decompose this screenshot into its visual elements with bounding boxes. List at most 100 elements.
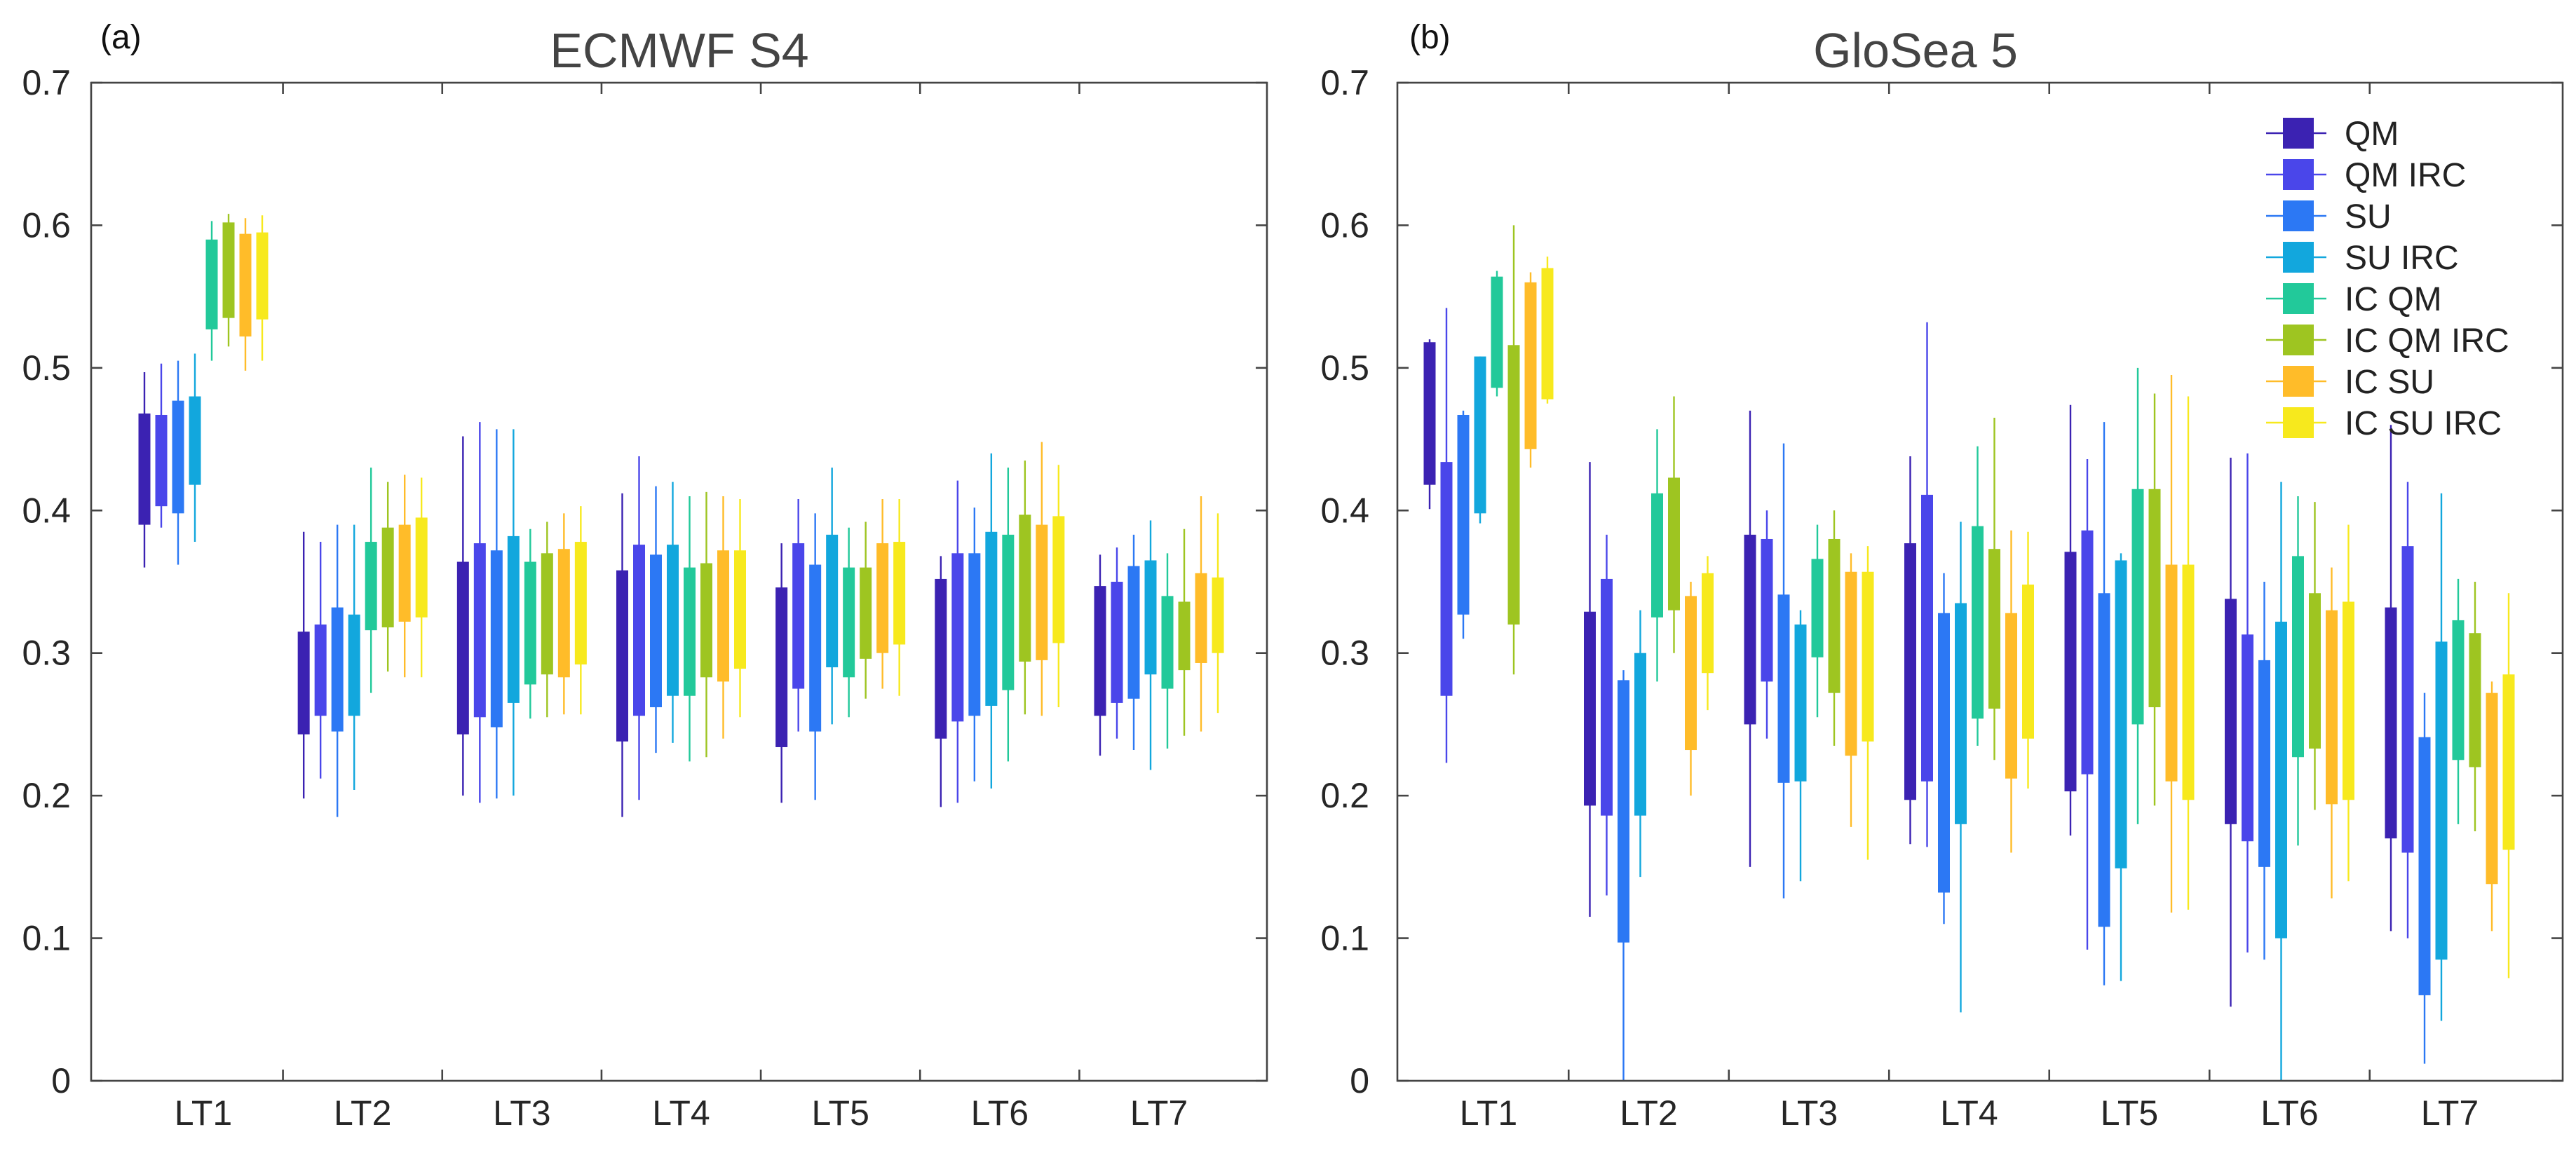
box <box>2165 564 2178 782</box>
box <box>893 542 906 645</box>
box <box>2469 633 2481 767</box>
box-qm-irc-lt4 <box>633 456 645 800</box>
y-tick-label: 0.6 <box>1320 205 1369 245</box>
box <box>1744 534 1756 725</box>
legend-label: IC QM <box>2345 281 2442 318</box>
box-ic-su-irc-lt1 <box>1541 257 1554 404</box>
y-tick-label: 0.3 <box>1320 634 1369 673</box>
box-ic-su-irc-lt6 <box>1052 465 1065 708</box>
box <box>1811 559 1824 657</box>
box-ic-su-irc-lt3 <box>1862 546 1874 860</box>
box-ic-qm-irc-lt1 <box>1507 225 1520 675</box>
box-qm-irc-lt3 <box>473 422 486 803</box>
axes-frame-b <box>1396 81 2564 1082</box>
box <box>1161 596 1174 689</box>
panel-label-b: (b) <box>1409 19 1451 56</box>
x-tick-label: LT2 <box>1620 1093 1677 1133</box>
x-tick-label: LT5 <box>811 1093 869 1133</box>
box <box>557 549 570 678</box>
panel-glosea-5: (b) GloSea 5 0 0.1 0.2 0.3 0.4 0.5 0.6 0.7 LT1 LT… <box>1320 19 2564 1133</box>
box <box>239 233 252 337</box>
box <box>507 535 520 703</box>
box-qm-irc-lt6 <box>2242 453 2253 953</box>
box-qm-lt3 <box>1744 410 1756 867</box>
x-tick-label: LT1 <box>1460 1093 1517 1133</box>
box-su-irc-lt7 <box>2435 493 2448 1021</box>
y-tick-label: 0.2 <box>1320 776 1369 815</box>
x-tick-label: LT7 <box>1130 1093 1188 1133</box>
box-su-irc-lt7 <box>1144 520 1157 770</box>
x-tick-label: LT4 <box>652 1093 710 1133</box>
box <box>2115 560 2127 868</box>
box-su-irc-lt3 <box>1794 610 1807 882</box>
box-qm-irc-lt5 <box>792 499 805 732</box>
box <box>2225 599 2237 824</box>
box <box>734 550 746 669</box>
box <box>684 567 696 696</box>
legend-entry: IC SU <box>2266 364 2434 401</box>
box <box>1938 613 1950 893</box>
panel-title-a: ECMWF S4 <box>550 23 808 78</box>
box-ic-qm-irc-lt6 <box>2309 502 2321 810</box>
box <box>2081 530 2094 775</box>
box-su-irc-lt2 <box>1634 610 1646 878</box>
box-ic-qm-lt5 <box>843 527 855 718</box>
box <box>968 553 981 716</box>
box <box>473 543 486 718</box>
box <box>775 587 788 747</box>
box-ic-su-lt3 <box>557 513 570 715</box>
y-tick-label: 0.1 <box>1320 919 1369 958</box>
box-ic-su-lt6 <box>1036 442 1048 716</box>
box-qm-irc-lt1 <box>1440 308 1453 763</box>
box-ic-su-irc-lt6 <box>2343 524 2354 882</box>
box-ic-qm-lt1 <box>1491 271 1503 397</box>
box-su-lt2 <box>331 524 344 817</box>
box-qm-irc-lt3 <box>1761 510 1773 739</box>
box-ic-qm-irc-lt6 <box>1019 460 1031 715</box>
box-ic-qm-irc-lt7 <box>2469 582 2481 831</box>
y-tick-label: 0.4 <box>1320 491 1369 530</box>
box-ic-su-lt2 <box>398 475 411 678</box>
box <box>2502 674 2515 850</box>
box <box>1828 538 1841 693</box>
y-tick-label: 0.1 <box>22 919 71 958</box>
x-tick-label: LT1 <box>175 1093 232 1133</box>
box <box>2385 607 2397 839</box>
box-ic-qm-lt5 <box>2131 367 2144 824</box>
legend-entry: SU <box>2266 198 2392 236</box>
box <box>1423 342 1436 485</box>
box-ic-qm-irc-lt3 <box>1828 510 1841 746</box>
box <box>490 550 503 728</box>
box <box>1127 566 1140 699</box>
box <box>314 625 327 716</box>
box <box>1702 573 1714 674</box>
box <box>1862 571 1874 742</box>
box <box>381 527 394 628</box>
box <box>1144 560 1157 675</box>
y-tick-label: 0.4 <box>22 491 71 530</box>
box-su-irc-lt4 <box>667 482 679 743</box>
box-su-lt6 <box>2258 582 2270 960</box>
box-su-lt5 <box>809 513 822 800</box>
box-ic-qm-irc-lt2 <box>381 482 394 672</box>
box <box>1036 524 1048 660</box>
box-ic-qm-lt2 <box>365 468 377 693</box>
y-tick-label: 0.2 <box>22 776 71 815</box>
plot-area-a: 0 0.1 0.2 0.3 0.4 0.5 0.6 0.7 LT1 LT2 LT3 LT4 LT5 LT6… <box>22 63 1267 1133</box>
box <box>1178 601 1191 671</box>
box-ic-su-lt1 <box>239 218 252 371</box>
box-su-irc-lt6 <box>985 453 998 789</box>
box <box>256 232 269 320</box>
box-ic-qm-lt4 <box>684 496 696 762</box>
box-ic-su-lt7 <box>2486 681 2498 932</box>
box-ic-su-irc-lt5 <box>893 499 906 696</box>
legend-entry: SU IRC <box>2266 240 2459 277</box>
box <box>2275 621 2287 939</box>
box <box>331 607 344 732</box>
box <box>876 543 889 653</box>
box <box>541 553 553 675</box>
box-ic-su-irc-lt2 <box>1702 556 1714 711</box>
box-su-irc-lt1 <box>189 353 201 543</box>
box <box>2435 641 2448 960</box>
